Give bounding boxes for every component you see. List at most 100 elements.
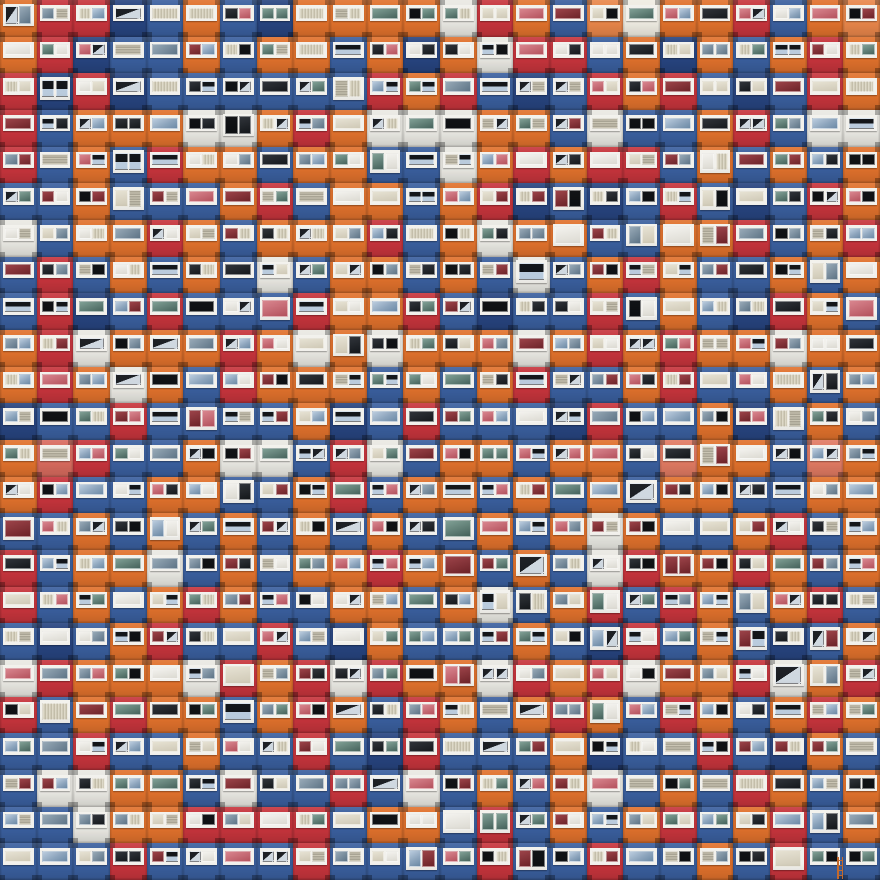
window-pane: [495, 447, 508, 459]
window: [589, 151, 621, 168]
window: [369, 555, 401, 572]
window: [149, 188, 181, 205]
window-pane: [225, 851, 252, 863]
window-pane: [348, 594, 362, 606]
window: [699, 811, 731, 828]
window-pane: [568, 44, 582, 56]
window: [699, 115, 731, 132]
window-pane: [188, 814, 202, 826]
window-pane: [518, 849, 532, 868]
window-pane: [225, 227, 238, 239]
window: [332, 333, 364, 357]
window: [259, 5, 291, 22]
window-pane: [188, 337, 215, 349]
container-module: [733, 293, 770, 330]
window: [406, 225, 438, 242]
window-pane: [115, 777, 128, 789]
container-module: [403, 843, 440, 880]
window-pane: [752, 374, 765, 386]
window-pane: [152, 741, 178, 753]
container-module: [806, 73, 844, 110]
window-pane: [458, 154, 472, 166]
container-module: [293, 330, 330, 367]
window-pane: [775, 81, 802, 93]
window: [39, 298, 71, 315]
window: [2, 738, 34, 755]
container-module: [220, 293, 257, 330]
window: [222, 775, 254, 792]
window: [442, 408, 474, 425]
container-module: [146, 0, 184, 37]
window-pane: [202, 521, 215, 533]
window-pane: [152, 154, 178, 166]
window: [112, 225, 144, 242]
container-module: [696, 366, 734, 404]
window-pane: [715, 594, 728, 606]
container-module: [36, 403, 74, 440]
window: [39, 481, 71, 498]
container-module: [586, 660, 624, 697]
window-pane: [775, 337, 788, 349]
window-pane: [238, 447, 252, 459]
window: [112, 555, 144, 572]
window: [626, 371, 658, 388]
container-module: [440, 696, 477, 734]
window: [149, 261, 181, 278]
window: [222, 188, 254, 205]
window: [772, 701, 804, 718]
window: [39, 5, 71, 22]
window: [552, 811, 584, 828]
window-pane: [665, 264, 678, 276]
window-pane: [18, 337, 32, 349]
window-pane: [238, 301, 252, 313]
window-pane: [752, 411, 765, 423]
container-module: [770, 183, 807, 220]
container-module: [110, 330, 147, 367]
window-pane: [568, 189, 582, 208]
window-pane: [605, 191, 618, 203]
window-pane: [518, 741, 532, 753]
window-pane: [812, 521, 825, 533]
container-module: [513, 806, 550, 844]
window: [112, 518, 144, 535]
window-pane: [225, 482, 238, 501]
window-pane: [532, 447, 545, 459]
container-module: [550, 806, 587, 844]
window-pane: [752, 337, 765, 349]
window-pane: [642, 814, 655, 826]
window-pane: [128, 411, 142, 423]
container-module: [183, 330, 220, 367]
window-pane: [225, 631, 252, 643]
window-pane: [445, 666, 458, 684]
window: [442, 261, 474, 278]
container-module: [183, 550, 220, 587]
window-pane: [825, 594, 838, 606]
window-pane: [165, 594, 178, 606]
window: [552, 738, 584, 755]
window-pane: [642, 299, 655, 318]
window-pane: [752, 117, 765, 129]
container-module: [0, 293, 37, 330]
window-pane: [152, 191, 165, 203]
container-module: [73, 733, 110, 770]
window: [332, 738, 364, 755]
window: [39, 188, 71, 205]
window: [662, 188, 694, 205]
window-pane: [188, 667, 202, 679]
window: [186, 225, 218, 242]
container-module: [110, 843, 147, 880]
container-module: [146, 806, 184, 844]
window-pane: [55, 117, 68, 129]
window: [552, 665, 584, 682]
window-pane: [458, 851, 472, 863]
container-module: [513, 36, 550, 74]
window: [552, 115, 584, 132]
container-module: [256, 623, 294, 660]
window-pane: [348, 301, 362, 313]
window-pane: [188, 7, 215, 19]
window-pane: [262, 521, 275, 533]
container-module: [550, 403, 587, 440]
window-pane: [445, 556, 472, 574]
window-pane: [605, 592, 618, 611]
container-module: [476, 256, 514, 294]
